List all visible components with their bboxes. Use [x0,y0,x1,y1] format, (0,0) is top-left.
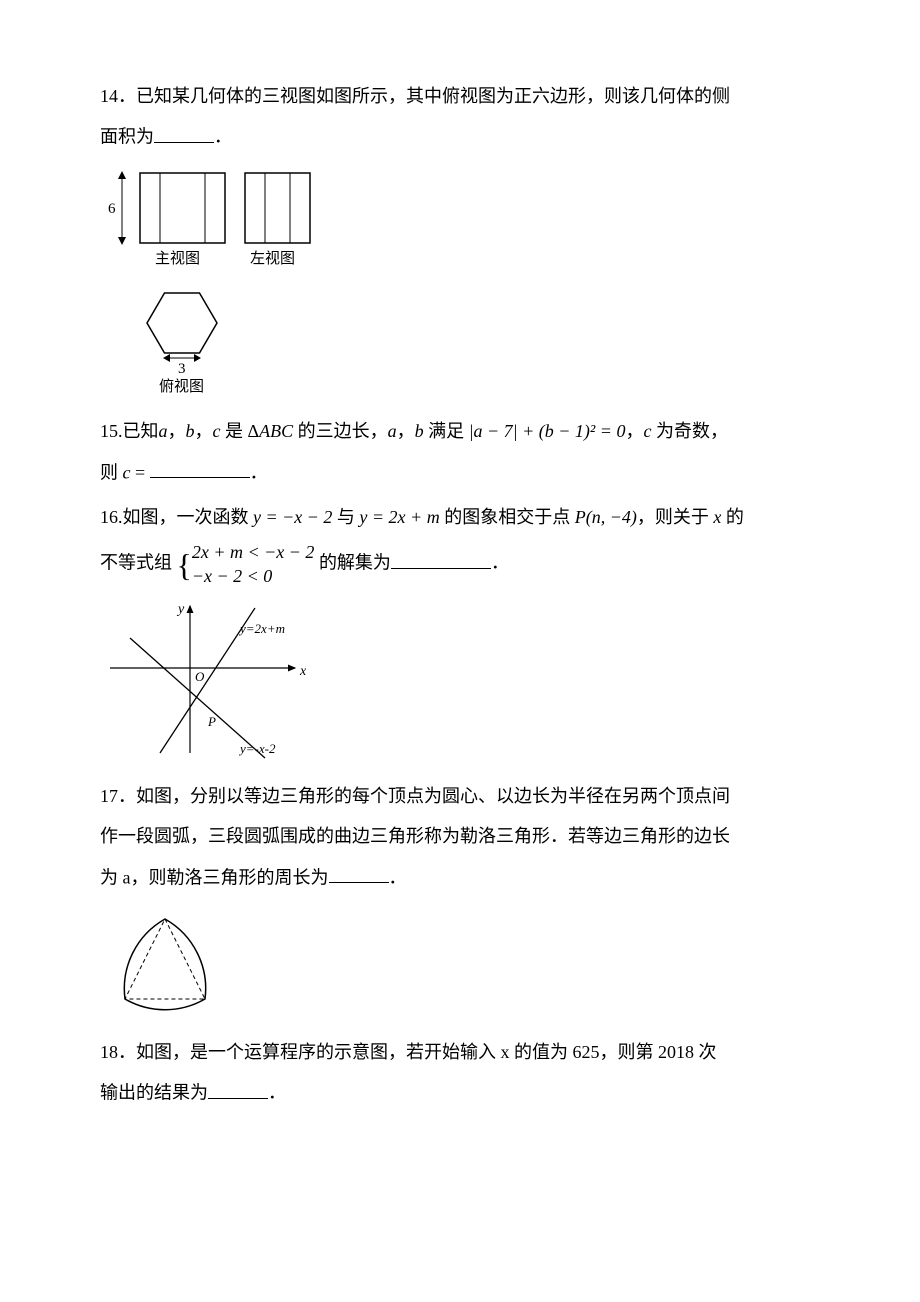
q17-blank [329,861,389,884]
question-15: 15.已知a，b，c 是 ΔABC 的三边长，a，b 满足 |a − 7| + … [100,415,820,488]
question-17: 17．如图，分别以等边三角形的每个顶点为圆心、以边长为半径在另两个顶点间 作一段… [100,780,820,1024]
q17-line2: 作一段圆弧，三段圆弧围成的曲边三角形称为勒洛三角形．若等边三角形的边长 [100,820,820,852]
reuleaux-triangle [100,904,230,1024]
q14-figure: 6 主视图 左视图 3 俯视图 [100,163,820,403]
q15-blank [150,456,250,479]
question-14: 14．已知某几何体的三视图如图所示，其中俯视图为正六边形，则该几何体的侧 面积为… [100,80,820,403]
q18-line2: 输出的结果为． [100,1076,820,1109]
q14-blank [154,120,214,143]
q16-figure: y x O y=2x+m y=-x-2 P [100,598,820,768]
origin-label: O [195,669,205,684]
q17-line1: 17．如图，分别以等边三角形的每个顶点为圆心、以边长为半径在另两个顶点间 [100,780,820,812]
base-label: 3 [178,361,186,377]
x-axis-label: x [299,664,307,679]
q18-blank [208,1076,268,1099]
q16-line1: 16.如图，一次函数 y = −x − 2 与 y = 2x + m 的图象相交… [100,501,820,533]
q17-line3: 为 a，则勒洛三角形的周长为． [100,861,820,894]
q15-line2: 则 c = ． [100,456,820,489]
q18-line1: 18．如图，是一个运算程序的示意图，若开始输入 x 的值为 625，则第 201… [100,1036,820,1068]
y-axis-label: y [176,602,185,617]
side-view-label: 左视图 [250,250,295,267]
top-view-label: 俯视图 [159,378,204,395]
q15-line1: 15.已知a，b，c 是 ΔABC 的三边长，a，b 满足 |a − 7| + … [100,415,820,447]
q16-blank [391,546,491,569]
q14-line1: 14．已知某几何体的三视图如图所示，其中俯视图为正六边形，则该几何体的侧 [100,80,820,112]
line1-label: y=2x+m [238,621,285,636]
front-view-label: 主视图 [155,250,200,267]
q16-line2: 不等式组 {2x + m < −x − 2−x − 2 < 0 的解集为． [100,541,820,588]
height-label: 6 [108,201,116,217]
point-p-label: P [207,714,216,729]
line2-label: y=-x-2 [238,741,276,756]
q14-line2: 面积为． [100,120,820,153]
q14-number: 14 [100,86,118,106]
question-16: 16.如图，一次函数 y = −x − 2 与 y = 2x + m 的图象相交… [100,501,820,768]
q17-figure [100,904,820,1024]
question-18: 18．如图，是一个运算程序的示意图，若开始输入 x 的值为 625，则第 201… [100,1036,820,1109]
linear-functions-graph: y x O y=2x+m y=-x-2 P [100,598,330,768]
three-views-diagram: 6 主视图 左视图 3 俯视图 [100,163,320,403]
